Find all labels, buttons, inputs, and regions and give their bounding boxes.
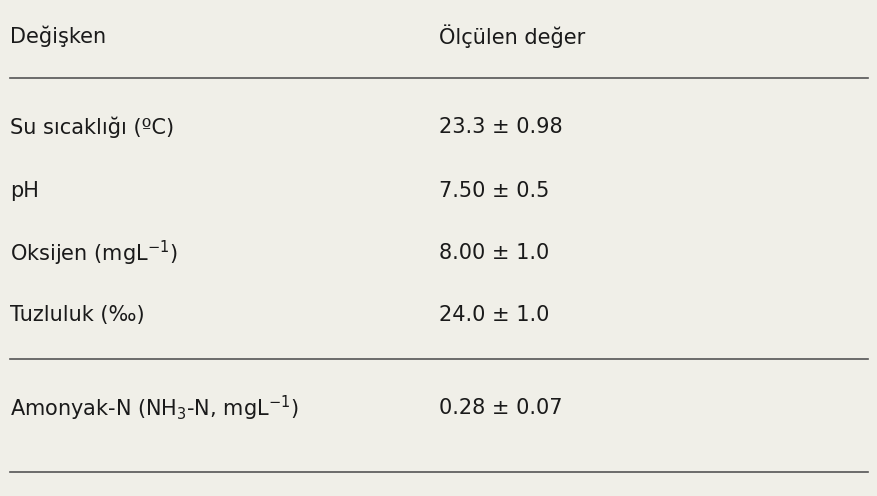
Text: Oksijen (mgL$^{-1}$): Oksijen (mgL$^{-1}$): [11, 239, 178, 267]
Text: 0.28 ± 0.07: 0.28 ± 0.07: [438, 398, 562, 418]
Text: 8.00 ± 1.0: 8.00 ± 1.0: [438, 243, 549, 263]
Text: pH: pH: [11, 181, 39, 201]
Text: Su sıcaklığı (ºC): Su sıcaklığı (ºC): [11, 117, 174, 138]
Text: Ölçülen değer: Ölçülen değer: [438, 24, 585, 48]
Text: Değişken: Değişken: [11, 25, 106, 47]
Text: Tuzluluk (‰): Tuzluluk (‰): [11, 305, 145, 324]
Text: 7.50 ± 0.5: 7.50 ± 0.5: [438, 181, 549, 201]
Text: 23.3 ± 0.98: 23.3 ± 0.98: [438, 117, 562, 137]
Text: Amonyak-N (NH$_3$-N, mgL$^{-1}$): Amonyak-N (NH$_3$-N, mgL$^{-1}$): [11, 394, 298, 423]
Text: 24.0 ± 1.0: 24.0 ± 1.0: [438, 305, 549, 324]
